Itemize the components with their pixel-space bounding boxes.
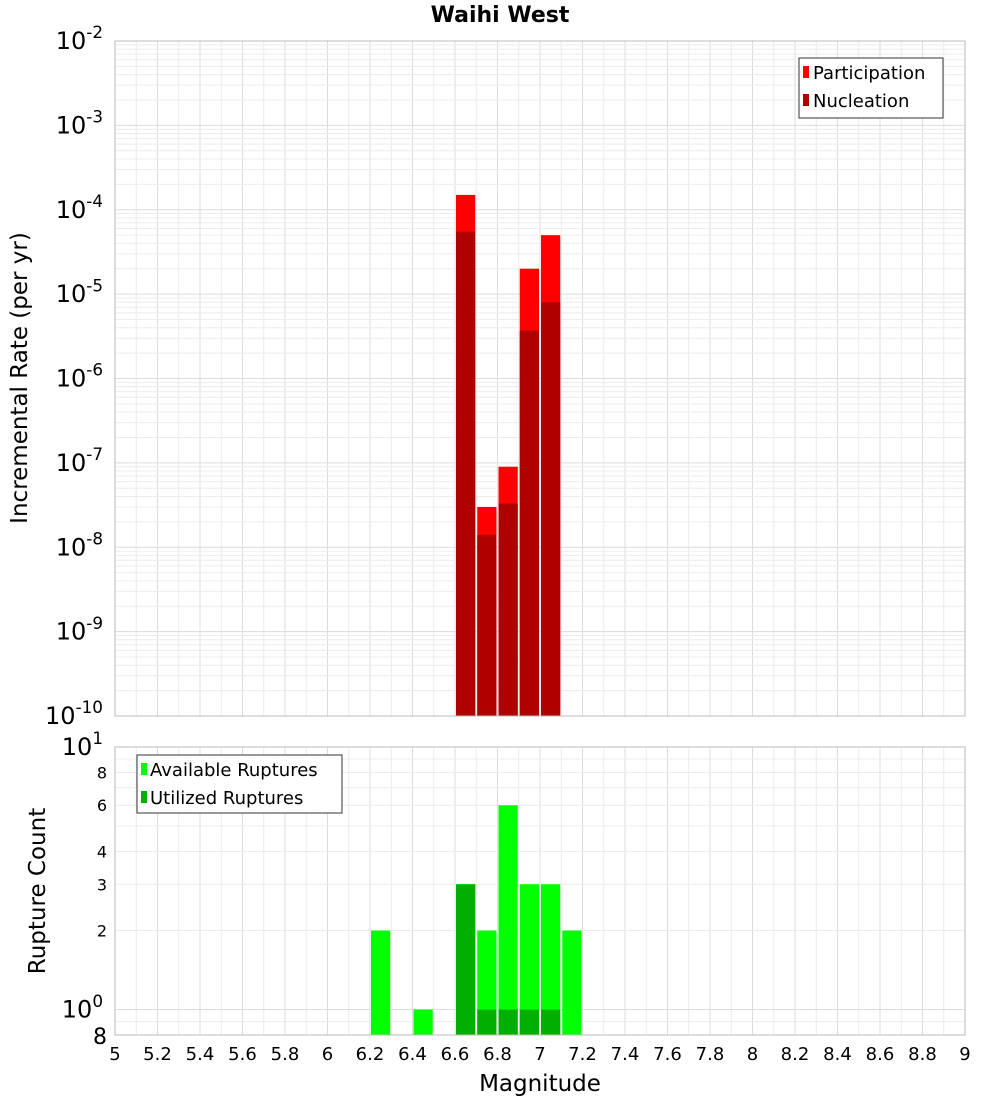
y-tick-label: 8 [93, 1025, 107, 1050]
legend-swatch [803, 66, 809, 78]
utilized-bar [456, 884, 476, 1035]
rate-plot: 10-10 10-9 10-8 10-7 10-6 10-5 10-4 10-3 10-2 Inc… [7, 22, 966, 730]
y-tick-label: 6 [97, 796, 107, 815]
nucleation-bar [541, 302, 561, 716]
y-tick-label: 100 [62, 991, 103, 1024]
legend-label: Available Ruptures [150, 760, 318, 781]
x-tick-label: 6.8 [483, 1044, 512, 1065]
y-tick-label: 10-7 [56, 444, 103, 477]
available-bar [562, 930, 582, 1035]
x-tick-label: 8.6 [866, 1044, 895, 1065]
legend: Available Ruptures Utilized Ruptures [136, 754, 343, 814]
y-tick-label: 10-9 [56, 613, 103, 646]
x-tick-label: 8.8 [908, 1044, 937, 1065]
y-axis-title: Rupture Count [25, 808, 51, 974]
y-tick-label: 10-3 [56, 107, 103, 140]
utilized-bar [519, 1009, 539, 1035]
x-tick-label: 9 [959, 1044, 970, 1065]
x-tick-label: 5.8 [271, 1044, 300, 1065]
x-tick-label: 5 [109, 1044, 120, 1065]
y-tick-label: 8 [97, 763, 107, 782]
available-bar [498, 805, 518, 1035]
legend: Participation Nucleation [798, 57, 944, 119]
x-tick-label: 7 [534, 1044, 545, 1065]
x-tick-label: 5.4 [186, 1044, 215, 1065]
x-tick-label: 7.6 [653, 1044, 682, 1065]
plot-frame [114, 40, 966, 717]
legend-swatch [803, 94, 809, 106]
available-bar [371, 930, 391, 1035]
x-tick-label: 6 [322, 1044, 333, 1065]
x-tick-label: 6.4 [398, 1044, 427, 1065]
utilized-bar [498, 1009, 518, 1035]
x-tick-label: 5.2 [143, 1044, 172, 1065]
available-bar [477, 930, 497, 1035]
y-axis-title: Incremental Rate (per yr) [7, 232, 33, 524]
y-tick-label: 10-8 [56, 528, 103, 561]
legend-swatch [141, 763, 147, 775]
y-tick-label: 2 [97, 922, 107, 941]
legend-box [136, 754, 343, 814]
y-tick-label: 3 [97, 875, 107, 894]
x-tick-label: 8.2 [781, 1044, 810, 1065]
nucleation-bar [456, 231, 476, 716]
utilized-bar [541, 1009, 561, 1035]
x-tick-label: 7.4 [611, 1044, 640, 1065]
chart-title: Waihi West [431, 3, 570, 28]
x-tick-label: 8.4 [823, 1044, 852, 1065]
y-tick-label: 10-2 [56, 22, 103, 55]
available-bar [413, 1009, 433, 1035]
y-tick-label: 10-5 [56, 275, 103, 308]
x-axis-title: Magnitude [479, 1071, 601, 1097]
y-tick-label: 10-6 [56, 360, 103, 393]
x-tick-label: 6.6 [441, 1044, 470, 1065]
x-tick-label: 8 [747, 1044, 758, 1065]
nucleation-bar [477, 534, 497, 716]
available-bar [541, 884, 561, 1035]
x-tick-label: 7.8 [696, 1044, 725, 1065]
available-bar [519, 884, 539, 1035]
x-tick-label: 6.2 [356, 1044, 385, 1065]
legend-label: Utilized Ruptures [150, 788, 303, 809]
nucleation-bar [498, 503, 518, 716]
nucleation-bar [519, 330, 539, 716]
x-tick-label: 7.2 [568, 1044, 597, 1065]
y-tick-label: 10-4 [56, 191, 103, 224]
legend-label: Nucleation [813, 91, 909, 112]
utilized-bar [477, 1009, 497, 1035]
legend-box [798, 57, 944, 119]
plot-frame [114, 746, 966, 1036]
legend-label: Participation [813, 63, 925, 84]
y-tick-label: 10-10 [45, 697, 103, 730]
y-tick-label: 4 [97, 842, 107, 861]
x-tick-label: 5.6 [228, 1044, 257, 1065]
legend-swatch [141, 791, 147, 803]
y-tick-label: 101 [62, 728, 103, 761]
